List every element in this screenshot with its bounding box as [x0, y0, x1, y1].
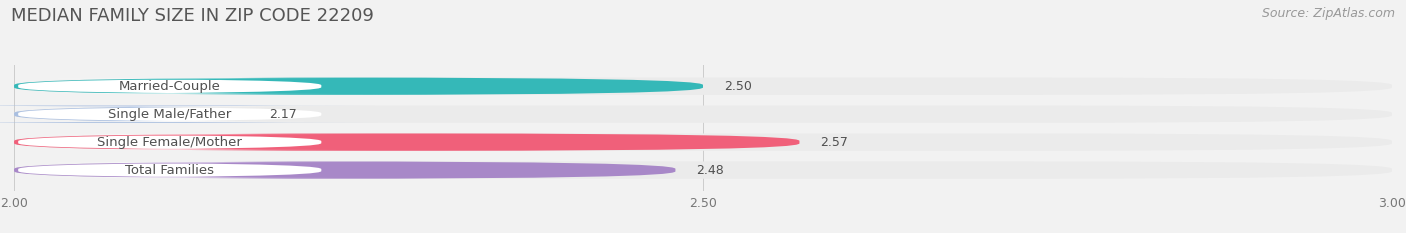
- Text: Single Male/Father: Single Male/Father: [108, 108, 232, 121]
- Text: Source: ZipAtlas.com: Source: ZipAtlas.com: [1261, 7, 1395, 20]
- Text: Married-Couple: Married-Couple: [120, 80, 221, 93]
- FancyBboxPatch shape: [1, 163, 339, 178]
- FancyBboxPatch shape: [1, 79, 339, 94]
- Text: 2.50: 2.50: [724, 80, 752, 93]
- Text: 2.17: 2.17: [269, 108, 297, 121]
- FancyBboxPatch shape: [14, 78, 1392, 95]
- FancyBboxPatch shape: [1, 135, 339, 150]
- Text: Total Families: Total Families: [125, 164, 214, 177]
- Text: MEDIAN FAMILY SIZE IN ZIP CODE 22209: MEDIAN FAMILY SIZE IN ZIP CODE 22209: [11, 7, 374, 25]
- FancyBboxPatch shape: [14, 106, 1392, 123]
- FancyBboxPatch shape: [14, 134, 1392, 151]
- FancyBboxPatch shape: [14, 161, 1392, 179]
- Text: 2.57: 2.57: [820, 136, 848, 149]
- Text: 2.48: 2.48: [696, 164, 724, 177]
- FancyBboxPatch shape: [14, 134, 800, 151]
- FancyBboxPatch shape: [14, 161, 675, 179]
- Text: Single Female/Mother: Single Female/Mother: [97, 136, 242, 149]
- FancyBboxPatch shape: [1, 107, 339, 122]
- FancyBboxPatch shape: [0, 106, 377, 123]
- FancyBboxPatch shape: [14, 78, 703, 95]
